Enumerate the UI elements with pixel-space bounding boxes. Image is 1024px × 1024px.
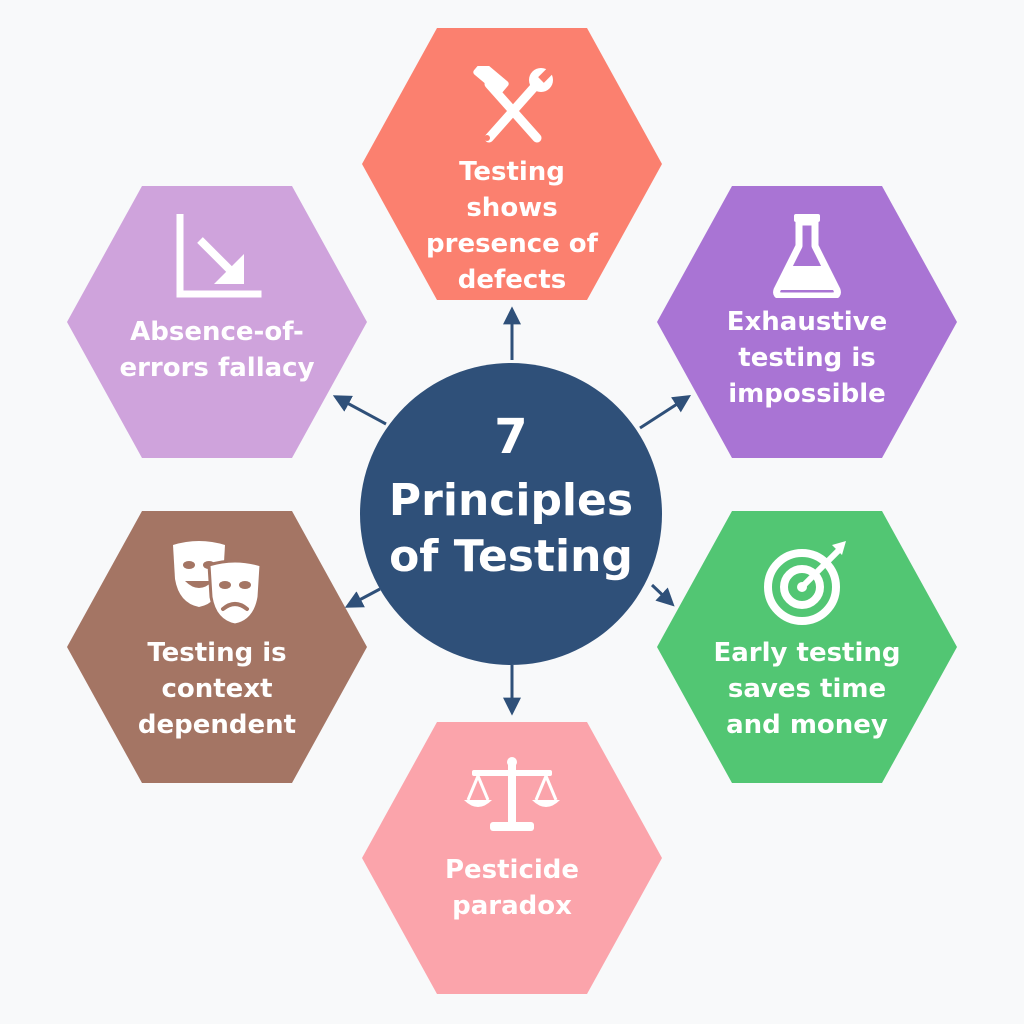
connector-lower-right <box>650 583 675 607</box>
principle-label: Pesticide paradox <box>444 855 580 921</box>
principle-label: Exhaustive testing is impossible <box>726 307 888 409</box>
principle-label: Testing shows presence of defects <box>426 157 598 295</box>
connector-lower-left <box>344 587 381 608</box>
connector-upper-right <box>639 395 692 430</box>
center-number: 7 <box>494 409 528 465</box>
scales-icon <box>464 754 560 838</box>
flask-icon <box>772 212 842 302</box>
theater-masks-icon <box>169 539 265 633</box>
target-icon <box>762 537 852 631</box>
principle-label: Testing is context dependent <box>137 638 297 740</box>
principle-label: Early testing saves time and money <box>713 638 901 740</box>
center-circle: 7 Principles of Testing <box>360 363 662 665</box>
principle-label: Absence-of-errors fallacy <box>119 317 315 383</box>
decline-chart-icon <box>172 212 262 304</box>
center-title: Principles of Testing <box>388 475 634 582</box>
hammer-wrench-icon <box>467 61 557 150</box>
connector-upper-left <box>332 395 387 426</box>
